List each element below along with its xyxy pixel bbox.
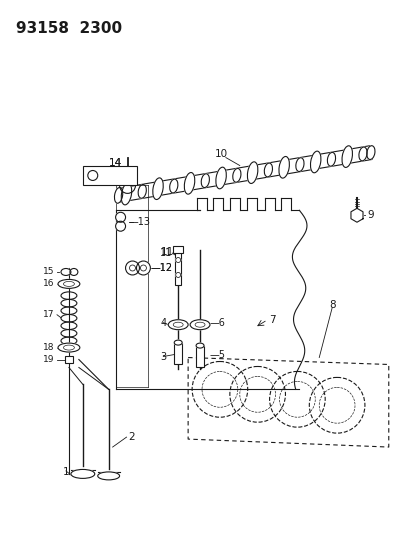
Ellipse shape (114, 188, 122, 203)
Polygon shape (350, 208, 362, 222)
Bar (174, 343, 182, 365)
Text: 93158  2300: 93158 2300 (16, 21, 122, 36)
Bar (65, 356, 73, 364)
Text: 11: 11 (160, 247, 173, 257)
Ellipse shape (295, 158, 303, 172)
Bar (83, 166, 137, 185)
Text: 2: 2 (128, 432, 135, 442)
Bar (175, 250, 181, 285)
Text: 14: 14 (108, 158, 121, 167)
Ellipse shape (70, 269, 78, 276)
Ellipse shape (196, 343, 204, 348)
Text: 9: 9 (366, 210, 373, 220)
Text: 8: 8 (328, 300, 335, 310)
Text: —12: —12 (150, 263, 172, 273)
Text: 19: 19 (43, 355, 55, 364)
Text: —5: —5 (209, 350, 225, 360)
Circle shape (269, 372, 325, 427)
Ellipse shape (263, 163, 272, 177)
Text: —12: —12 (150, 263, 172, 273)
Circle shape (125, 261, 139, 275)
Ellipse shape (174, 340, 182, 345)
Ellipse shape (138, 184, 146, 198)
Text: 14: 14 (108, 158, 121, 167)
Circle shape (115, 212, 125, 222)
Text: —13: —13 (128, 217, 150, 227)
Ellipse shape (152, 178, 163, 199)
Circle shape (229, 367, 285, 422)
Text: 4: 4 (160, 318, 166, 328)
Ellipse shape (184, 173, 194, 194)
Text: 11: 11 (160, 248, 172, 258)
Ellipse shape (201, 174, 209, 188)
Circle shape (115, 221, 125, 231)
Ellipse shape (232, 168, 240, 182)
Ellipse shape (190, 320, 209, 330)
Ellipse shape (215, 167, 226, 189)
Text: 16: 16 (43, 279, 55, 288)
Ellipse shape (168, 320, 188, 330)
Ellipse shape (341, 146, 351, 167)
Text: 18: 18 (43, 343, 55, 352)
Text: 3: 3 (160, 352, 166, 361)
Bar (173, 246, 183, 253)
Ellipse shape (121, 183, 131, 205)
Text: 15: 15 (43, 268, 55, 277)
Ellipse shape (247, 162, 257, 183)
Text: 1: 1 (63, 467, 69, 477)
Ellipse shape (97, 472, 119, 480)
Circle shape (175, 257, 180, 263)
Circle shape (192, 361, 247, 417)
Text: 10: 10 (214, 149, 228, 159)
Ellipse shape (61, 269, 71, 276)
Ellipse shape (58, 343, 80, 352)
Ellipse shape (366, 146, 374, 159)
Circle shape (88, 171, 97, 181)
Ellipse shape (58, 279, 80, 288)
Text: 7: 7 (269, 314, 275, 325)
Ellipse shape (358, 147, 366, 161)
Text: —6: —6 (209, 318, 225, 328)
Text: 17: 17 (43, 310, 55, 319)
Circle shape (175, 272, 180, 278)
Ellipse shape (327, 152, 335, 166)
Ellipse shape (278, 157, 289, 178)
Circle shape (136, 261, 150, 275)
Bar (196, 345, 204, 367)
Circle shape (309, 377, 364, 433)
Ellipse shape (169, 179, 178, 193)
Ellipse shape (310, 151, 320, 173)
Ellipse shape (71, 470, 95, 479)
